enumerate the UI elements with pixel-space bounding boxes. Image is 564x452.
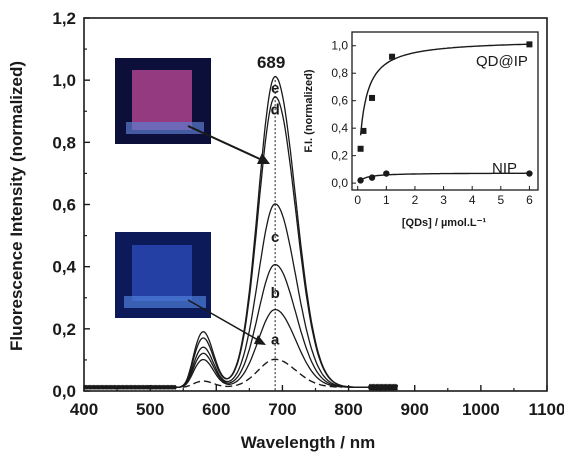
nip-point [368,174,376,181]
nip-point [357,177,364,184]
qd-ip-point [357,145,364,152]
inset-x-tick-label: 6 [526,193,533,207]
x-tick-label: 500 [136,400,164,419]
inset-x-tick-label: 2 [412,193,419,207]
spectra-curves [83,75,399,392]
x-tick-label: 1000 [462,400,500,419]
main-tick-labels: 400 500 600 700 800 900 1000 1100 0,0 0,2 0,4 0,6 0,… [52,9,564,419]
inset-y-tick-label: 0,8 [331,66,348,80]
arrow-dim [187,299,259,341]
qd-ip-point [389,53,396,60]
inset-x-tick-label: 0 [354,193,361,207]
inset-y-tick-label: 0,6 [331,94,348,108]
x-tick-label: 800 [334,400,362,419]
inset-x-tick-label: 3 [440,193,447,207]
curve-label: d [271,102,280,119]
inset-x-tick-label: 1 [383,193,390,207]
qd-ip-point [369,94,376,101]
nip-point [383,170,390,177]
inset-x-axis-label: [QDs] / µmol.L⁻¹ [402,217,487,229]
inset-y-tick-label: 0,4 [331,121,348,135]
arrow-bright [187,125,263,161]
x-tick-label: 400 [70,400,98,419]
photo-bright-sample [115,58,211,144]
qd-ip-fit-curve [359,43,530,136]
x-tick-label: 1100 [529,400,564,419]
inset-background [352,32,538,190]
nip-point [526,170,533,177]
x-tick-label: 700 [268,400,296,419]
inset-x-tick-label: 4 [469,193,476,207]
inset-y-axis-label: F.I. (normalized) [303,69,315,152]
x-axis-label: Wavelength / nm [241,433,375,452]
y-axis-label: Fluorescence Intensity (normalized) [7,61,26,351]
inset-plot-frame [351,31,539,191]
legend-qd-ip: QD@IP [476,53,528,70]
inset-tick-labels: 0 1 2 3 4 5 6 0,0 0,2 0,4 0,6 0,8 1,0 [331,39,533,207]
qd-ip-point [360,127,367,134]
y-tick-label: 0,2 [52,320,76,339]
qd-ip-point [526,41,533,48]
inset-axis-ticks [352,45,530,190]
inset-x-tick-label: 5 [497,193,504,207]
y-tick-label: 0,0 [52,382,76,401]
peak-label: 689 [257,53,285,72]
y-tick-label: 0,8 [52,133,76,152]
spectrum-curve [83,308,398,392]
x-tick-label: 900 [401,400,429,419]
inset-y-tick-label: 0,2 [331,149,348,163]
inset-y-tick-label: 0,0 [331,176,348,190]
y-tick-label: 0,6 [52,196,76,215]
legend-nip: NIP [492,160,517,177]
x-tick-label: 600 [202,400,230,419]
y-tick-label: 1,2 [52,9,76,28]
y-tick-label: 0,4 [52,258,76,277]
inset-series [357,41,533,184]
y-tick-label: 1,0 [52,71,76,90]
inset-y-tick-label: 1,0 [331,39,348,53]
spectrum-curve [84,358,342,388]
